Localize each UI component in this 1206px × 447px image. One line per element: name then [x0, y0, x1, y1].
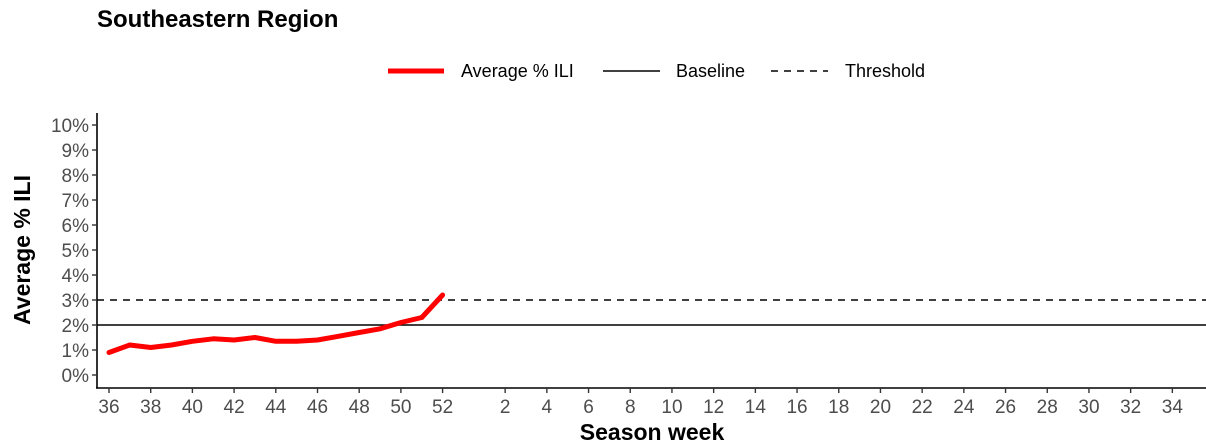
series	[106, 292, 446, 355]
y-tick-label: 5%	[62, 241, 90, 262]
x-tick-label: 8	[625, 397, 636, 418]
x-tick-label: 50	[390, 397, 411, 418]
y-tick-label: 3%	[62, 291, 90, 312]
x-tick-label: 22	[912, 397, 933, 418]
x-tick-label: 12	[703, 397, 724, 418]
y-tick-label: 1%	[62, 341, 90, 362]
y-tick-label: 10%	[51, 116, 89, 137]
x-tick-label: 46	[307, 397, 328, 418]
x-tick-label: 14	[745, 397, 767, 418]
reference-lines	[97, 299, 1206, 326]
x-tick-label: 28	[1037, 397, 1058, 418]
x-tick-label: 36	[98, 397, 119, 418]
x-ticks: 36 38 40 42 44 46 48 50 52 2 4 6 8 10 12 14 16 18 20 22 24 26…	[98, 388, 1183, 418]
chart-title: Southeastern Region	[97, 6, 339, 33]
x-tick-label: 10	[661, 397, 682, 418]
x-tick-label: 24	[953, 397, 975, 418]
x-tick-label: 26	[995, 397, 1016, 418]
y-axis-title: Average % ILI	[9, 175, 35, 325]
legend-label-threshold: Threshold	[845, 61, 925, 81]
legend-label-baseline: Baseline	[676, 61, 745, 81]
y-tick-label: 8%	[62, 166, 90, 187]
x-tick-label: 20	[870, 397, 891, 418]
x-tick-label: 32	[1120, 397, 1141, 418]
x-tick-label: 6	[583, 397, 594, 418]
x-tick-label: 2	[500, 397, 511, 418]
series-line-average-ili	[106, 292, 446, 355]
y-tick-label: 9%	[62, 141, 90, 162]
y-tick-label: 0%	[62, 366, 90, 387]
x-tick-label: 18	[828, 397, 849, 418]
y-tick-label: 2%	[62, 316, 90, 337]
legend: Average % ILI Baseline Threshold	[388, 61, 925, 81]
x-tick-label: 38	[140, 397, 161, 418]
x-tick-label: 44	[265, 397, 287, 418]
x-tick-label: 16	[786, 397, 807, 418]
legend-label-average-ili: Average % ILI	[461, 61, 574, 81]
y-tick-label: 4%	[62, 266, 90, 287]
x-axis-title: Season week	[580, 419, 725, 445]
y-tick-label: 7%	[62, 191, 90, 212]
x-tick-label: 52	[432, 397, 453, 418]
x-tick-label: 34	[1162, 397, 1184, 418]
x-tick-label: 42	[224, 397, 245, 418]
y-ticks: 0% 1% 2% 3% 4% 5% 6% 7% 8% 9% 10%	[51, 116, 97, 387]
x-tick-label: 30	[1078, 397, 1099, 418]
x-tick-label: 48	[349, 397, 370, 418]
x-tick-label: 4	[542, 397, 553, 418]
x-tick-label: 40	[182, 397, 203, 418]
y-tick-label: 6%	[62, 216, 90, 237]
